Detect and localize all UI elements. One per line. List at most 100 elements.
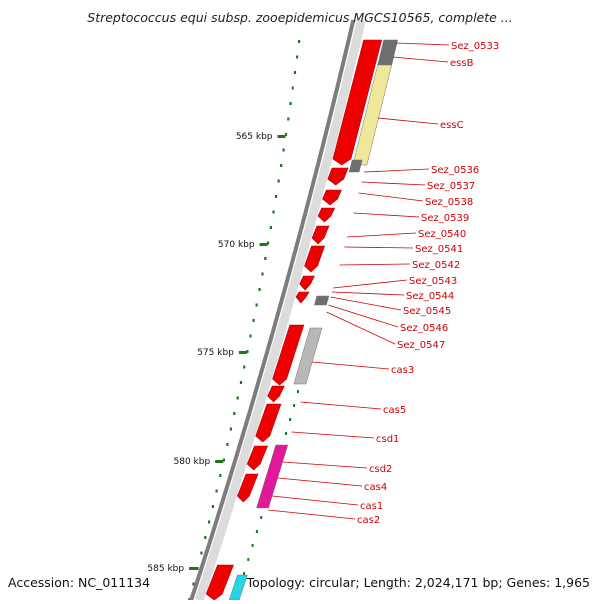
gene-label: csd2: [369, 464, 392, 475]
gene-feature: [246, 445, 268, 471]
ring-tick: [243, 572, 245, 575]
gene-leader-line: [339, 263, 411, 266]
gene-leader-line: [377, 117, 439, 125]
gene-leader-line: [282, 461, 368, 469]
gene-feature: [327, 167, 349, 186]
ring-tick: [252, 319, 255, 322]
gene-label: Sez_0538: [425, 197, 473, 208]
gene-feature: [295, 291, 310, 304]
gene-feature: [317, 207, 336, 223]
ring-tick: [282, 148, 285, 152]
ring-tick: [243, 365, 246, 369]
ring-tick: [236, 396, 239, 400]
gene-leader-line: [395, 42, 450, 46]
gene-label: Sez_0539: [421, 213, 469, 224]
ring-tick: [208, 520, 211, 524]
ring-tick: [291, 86, 294, 90]
gene-label: Sez_0546: [400, 323, 448, 334]
gene-box: [228, 574, 248, 601]
gene-label: Sez_0537: [427, 181, 475, 192]
gene-label: essC: [440, 120, 464, 131]
gene-leader-line: [277, 477, 363, 487]
kbp-major-tick: [189, 567, 198, 570]
gene-leader-line: [330, 296, 402, 311]
ring-tick: [264, 257, 267, 260]
kbp-major-tick: [238, 351, 247, 354]
ring-tick: [255, 530, 258, 533]
ring-tick: [261, 272, 264, 276]
gene-feature: [237, 473, 259, 503]
gene-leader-line: [333, 279, 408, 289]
backbone-line: [189, 19, 356, 601]
ring-tick: [246, 350, 249, 353]
gene-label: essB: [450, 58, 474, 69]
ring-tick: [280, 164, 283, 167]
ring-tick: [277, 179, 280, 183]
kbp-major-tick: [277, 135, 286, 138]
ring-tick: [251, 544, 254, 547]
gene-leader-line: [361, 181, 426, 186]
ring-tick: [204, 536, 207, 539]
ring-tick: [289, 102, 292, 105]
ring-tick: [293, 404, 296, 407]
ring-tick: [229, 427, 232, 431]
gene-label: Sez_0545: [403, 306, 451, 317]
ring-tick: [249, 334, 252, 338]
kbp-tick-label: 585 kbp: [147, 564, 184, 574]
ring-tick: [239, 381, 243, 384]
gene-feature: [205, 564, 234, 601]
gene-label: Sez_0541: [415, 244, 463, 255]
gene-feature: [332, 39, 383, 166]
gene-leader-line: [344, 246, 414, 249]
ring-tick: [215, 489, 218, 493]
ring-tick: [284, 133, 288, 136]
gene-leader-line: [272, 495, 359, 506]
gene-label: Sez_0533: [451, 41, 499, 52]
gene-feature: [272, 324, 305, 386]
gene-leader-line: [331, 291, 405, 296]
ring-tick: [289, 418, 292, 421]
gene-feature: [311, 225, 330, 245]
kbp-major-tick: [259, 243, 268, 246]
ring-tick: [258, 288, 261, 291]
ring-tick: [293, 71, 297, 74]
ring-tick: [297, 390, 299, 393]
gene-box: [314, 295, 330, 306]
kbp-major-tick: [215, 460, 224, 463]
gene-feature: [304, 245, 326, 273]
gene-leader-line: [364, 168, 430, 173]
accession-label: Accession: NC_011134: [8, 575, 151, 590]
ring-tick: [275, 195, 278, 198]
ring-tick: [219, 474, 222, 477]
gene-label: Sez_0542: [412, 260, 460, 271]
gene-leader-line: [267, 509, 356, 520]
gene-leader-line: [328, 304, 399, 328]
kbp-tick-label: 575 kbp: [197, 348, 234, 358]
gene-label: Sez_0547: [397, 340, 445, 351]
map-title: Streptococcus equi subsp. zooepidemicus …: [87, 10, 513, 25]
gene-label: cas5: [383, 405, 406, 416]
kbp-tick-label: 580 kbp: [174, 457, 211, 467]
gene-label: cas3: [391, 365, 414, 376]
gene-box: [256, 444, 289, 509]
gene-label: Sez_0543: [409, 276, 457, 287]
gene-label: cas4: [364, 482, 387, 493]
gene-label: Sez_0536: [431, 165, 479, 176]
ring-tick: [192, 582, 195, 586]
ring-tick: [285, 432, 287, 435]
gene-leader-line: [291, 431, 375, 439]
gene-box: [293, 327, 323, 385]
ring-tick: [226, 443, 229, 446]
gene-feature: [322, 189, 342, 206]
summary-label: Topology: circular; Length: 2,024,171 bp…: [246, 575, 590, 590]
gene-label: Sez_0540: [418, 229, 466, 240]
gene-leader-line: [353, 212, 420, 218]
ring-tick: [247, 558, 250, 561]
gene-box: [352, 64, 393, 166]
ring-tick: [296, 55, 299, 59]
gene-leader-line: [312, 361, 390, 370]
gene-label: cas1: [360, 501, 383, 512]
gene-label: Sez_0544: [406, 291, 454, 302]
ring-tick: [287, 117, 290, 121]
